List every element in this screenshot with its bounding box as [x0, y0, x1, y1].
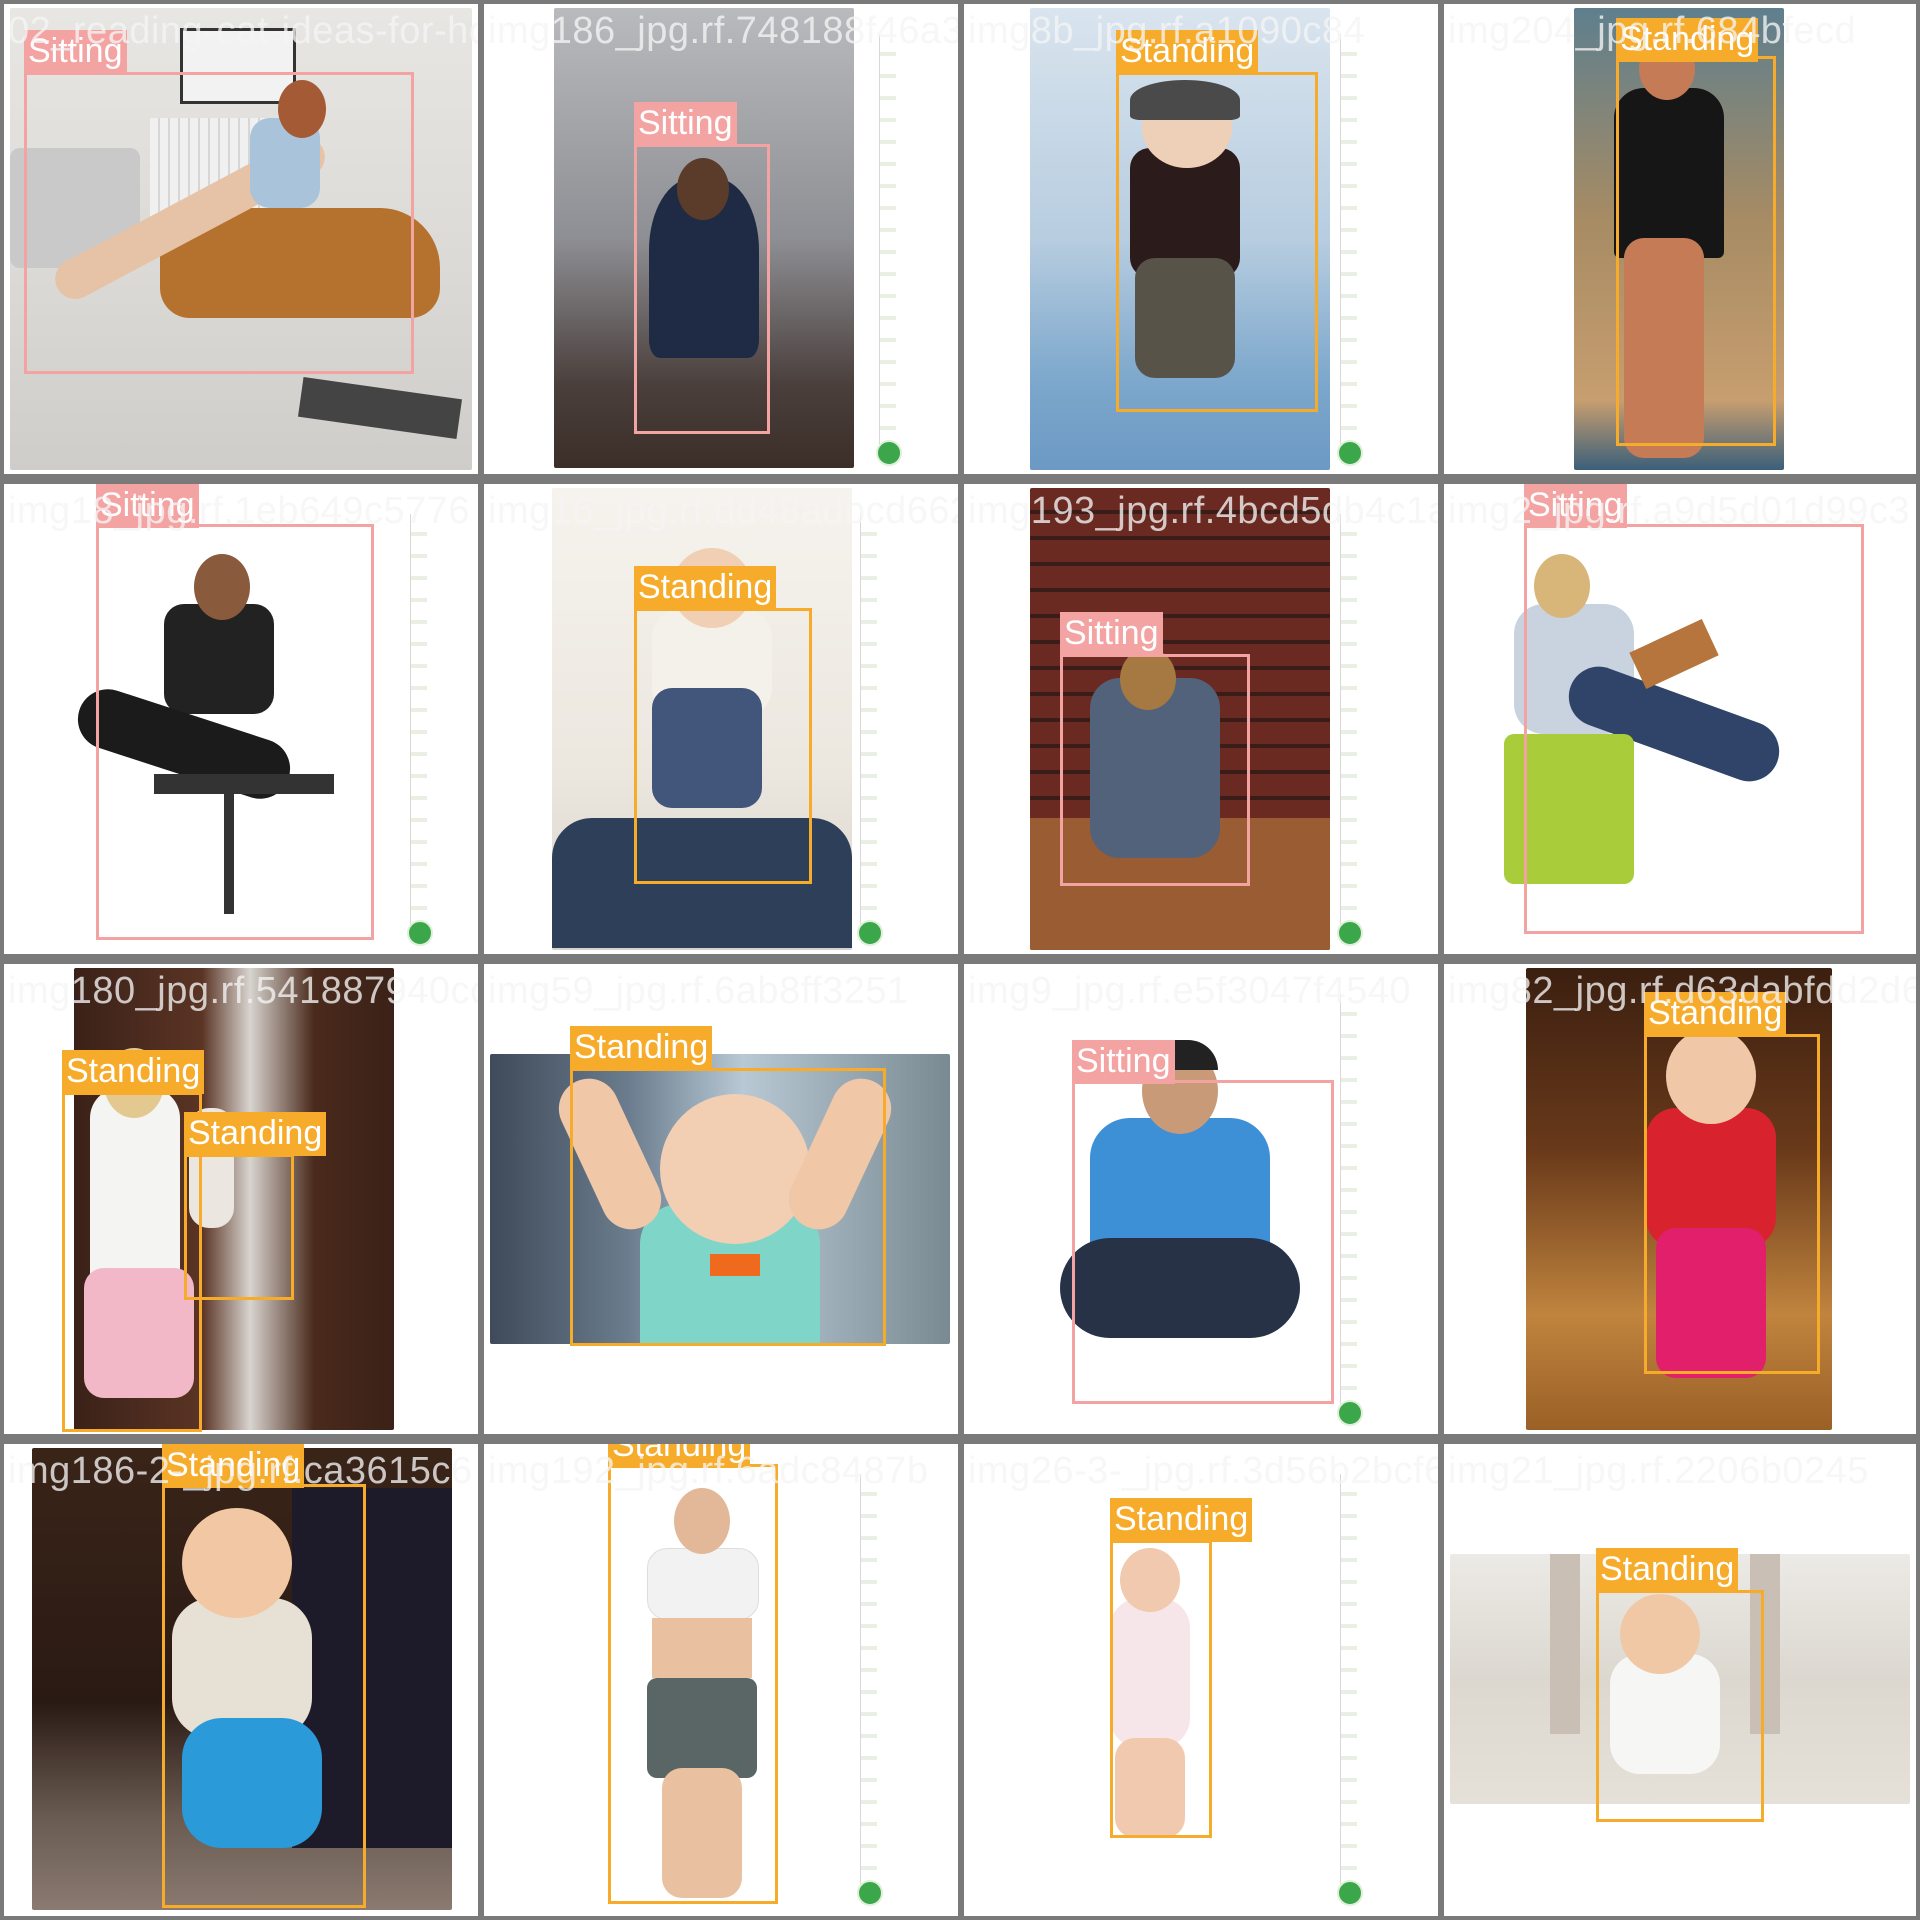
tile-14: Standing img192_jpg.rf.6adc8487b: [481, 1441, 961, 1919]
bbox-standing: [570, 1068, 886, 1346]
label-standing: Standing: [1596, 1548, 1739, 1592]
bbox-standing: [1116, 72, 1318, 412]
label-standing: Standing: [1644, 992, 1787, 1036]
tile-7: Sitting img193_jpg.rf.4bcd5db4c1a3: [961, 481, 1441, 957]
label-sitting: Sitting: [1060, 612, 1163, 656]
label-sitting: Sitting: [634, 102, 737, 146]
image-filename: img21_jpg.rf.2206b0245: [1448, 1450, 1869, 1492]
photo-man-thumbs-up: [1030, 968, 1330, 1430]
tile-8: Sitting img2_jpg.rf.a9d5d01d99c3: [1441, 481, 1919, 957]
tile-3: Standing img8b_jpg.rf.a1090c84: [961, 1, 1441, 477]
tile-13: Standing img186-2-_jpg.rf.ca3615c6: [1, 1441, 481, 1919]
bbox-standing: [184, 1154, 294, 1300]
bbox-sitting: [1060, 654, 1250, 886]
bbox-standing: [1110, 1540, 1212, 1838]
label-standing: Standing: [608, 1444, 751, 1468]
label-standing: Standing: [1110, 1498, 1253, 1542]
tile-5: Sitting img18_jpg.rf.1eb649c5776: [1, 481, 481, 957]
photo-woman-against-wall: [554, 8, 854, 468]
bbox-sitting: [1072, 1080, 1334, 1404]
bbox-sitting: [634, 144, 770, 434]
photo-man-exercising: [1574, 8, 1784, 470]
label-standing: Standing: [570, 1026, 713, 1070]
label-sitting: Sitting: [24, 30, 127, 74]
image-filename: img59_jpg.rf.6ab8ff3251: [488, 970, 909, 1012]
tile-15: Standing img26-3-_jpg.rf.3d56b2bcf6: [961, 1441, 1441, 1919]
bbox-sitting: [1524, 524, 1864, 934]
photo-woman-brick-wall: [1030, 488, 1330, 950]
bbox-sitting: [24, 72, 414, 374]
label-standing: Standing: [184, 1112, 327, 1156]
tile-2: Sitting img186_jpg.rf.748188f46a36: [481, 1, 961, 477]
photo-baby-red-outfit: [1526, 968, 1832, 1430]
bbox-standing: [1596, 1590, 1764, 1822]
photo-baby-in-cap: [1030, 8, 1330, 470]
tile-4: Standing img204_jpg.rf.684bfecd: [1441, 1, 1919, 477]
tile-16: Standing img21_jpg.rf.2206b0245: [1441, 1441, 1919, 1919]
photo-woman-office-chair: [44, 514, 374, 944]
tile-12: Standing img82_jpg.rf.d63dabfdd2d6: [1441, 961, 1919, 1437]
label-sitting: Sitting: [96, 484, 199, 528]
tile-10: Standing img59_jpg.rf.6ab8ff3251: [481, 961, 961, 1437]
label-standing: Standing: [634, 566, 777, 610]
bbox-standing: [608, 1464, 778, 1904]
label-sitting: Sitting: [1524, 484, 1627, 528]
bbox-standing: [62, 1092, 202, 1432]
photo-baby-bow-tie: [490, 1054, 950, 1344]
bbox-standing: [1616, 56, 1776, 446]
photo-toddler-laughing: [32, 1448, 452, 1910]
bbox-standing: [162, 1484, 366, 1908]
tile-6: Standing img16_jpg.rf.dd48adbcd662: [481, 481, 961, 957]
photo-living-room: [10, 8, 472, 470]
photo-woman-standing: [552, 1448, 852, 1910]
label-sitting: Sitting: [1072, 1040, 1175, 1084]
label-standing: Standing: [162, 1444, 305, 1488]
tile-11: Sitting img9_jpg.rf.e5f3047f4540: [961, 961, 1441, 1437]
bbox-standing: [1644, 1034, 1820, 1374]
tile-1: Sitting 02_reading-cat-ideas-for-home: [1, 1, 481, 477]
label-standing: Standing: [62, 1050, 205, 1094]
tile-9: Standing Standing img180_jpg.rf.54188794…: [1, 961, 481, 1437]
bbox-sitting: [96, 524, 374, 940]
bbox-standing: [634, 608, 812, 884]
label-standing: Standing: [1616, 18, 1759, 62]
label-standing: Standing: [1116, 30, 1259, 74]
photo-baby-first-steps: [1450, 1554, 1910, 1804]
